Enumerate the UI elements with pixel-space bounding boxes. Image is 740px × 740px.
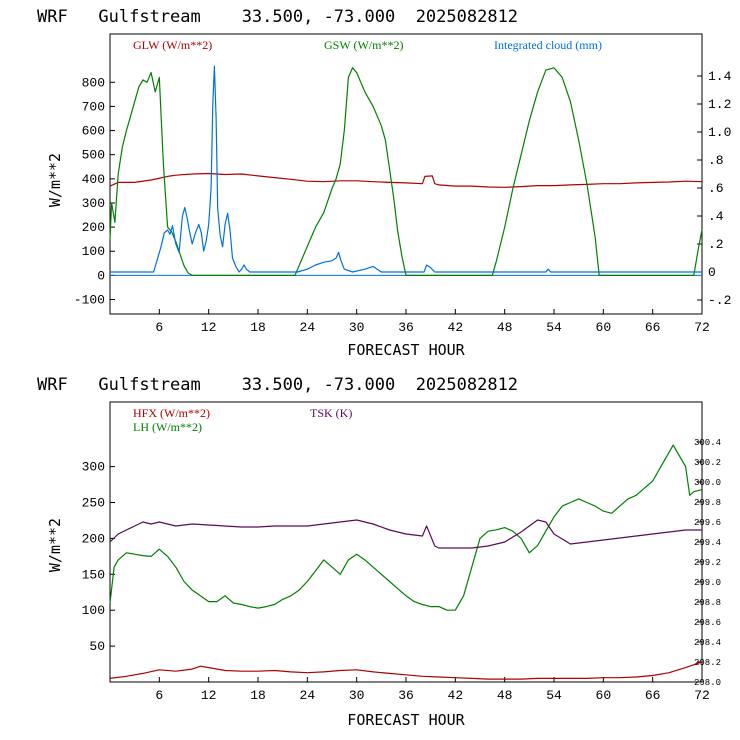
chart1-ytick-label: 50: [89, 639, 105, 654]
chart1-xtick-label: 30: [349, 688, 365, 703]
chart-top-title: WRF Gulfstream 33.500, -73.000 202508281…: [37, 7, 518, 27]
chart0-xtick-label: 18: [250, 320, 266, 335]
chart1-ytick-label: 200: [82, 531, 105, 546]
chart0-ytick-label: 100: [82, 244, 105, 259]
chart-bottom-title: WRF Gulfstream 33.500, -73.000 202508281…: [37, 375, 518, 395]
chart0-y2tick-label: -.2: [708, 293, 731, 308]
chart1-y2tick-label: 298.4: [694, 638, 721, 648]
chart0-xtick-label: 6: [155, 320, 163, 335]
legend-hfx: HFX (W/m**2): [133, 406, 210, 420]
chart0-y2tick-label: 1.0: [708, 125, 731, 140]
chart-bottom: WRF Gulfstream 33.500, -73.000 202508281…: [37, 375, 721, 729]
chart0-ytick-label: 700: [82, 99, 105, 114]
chart1-y2tick-label: 300.0: [694, 478, 721, 488]
chart0-xtick-label: 66: [645, 320, 661, 335]
chart1-ytick-label: 300: [82, 460, 105, 475]
chart0-xtick-label: 12: [201, 320, 217, 335]
legend-cloud: Integrated cloud (mm): [494, 38, 602, 52]
chart1-xtick-label: 72: [694, 688, 710, 703]
chart0-ytick-label: 600: [82, 124, 105, 139]
chart1-xtick-label: 18: [250, 688, 266, 703]
chart0-ytick-label: 300: [82, 196, 105, 211]
chart1-series-hfx: [109, 661, 703, 680]
chart1-series-tsk: [109, 519, 702, 549]
chart-bottom-ylabel: W/m**2: [46, 518, 64, 572]
chart1-y2tick-label: 298.6: [694, 618, 721, 628]
chart0-y2tick-label: 0: [708, 265, 716, 280]
chart0-xtick-label: 24: [300, 320, 316, 335]
chart1-xtick-label: 24: [300, 688, 316, 703]
chart0-xtick-label: 72: [694, 320, 710, 335]
chart1-ytick-label: 250: [82, 496, 105, 511]
chart1-xtick-label: 42: [448, 688, 464, 703]
chart0-xtick-label: 60: [596, 320, 612, 335]
chart1-ytick-label: 100: [82, 603, 105, 618]
legend-glw: GLW (W/m**2): [133, 38, 212, 52]
chart1-y2tick-label: 299.0: [694, 578, 721, 588]
chart0-ytick-label: 200: [82, 220, 105, 235]
chart1-y2tick-label: 300.2: [694, 458, 721, 468]
chart1-xtick-label: 6: [155, 688, 163, 703]
chart1-ytick-label: 150: [82, 567, 105, 582]
chart1-y2tick-label: 298.2: [694, 658, 721, 668]
chart0-y2tick-label: .6: [708, 181, 724, 196]
chart0-xtick-label: 42: [448, 320, 464, 335]
chart1-xtick-label: 66: [645, 688, 661, 703]
chart0-y2tick-label: .8: [708, 153, 724, 168]
chart-top-xlabel: FORECAST HOUR: [347, 341, 465, 359]
chart0-ytick-label: 500: [82, 148, 105, 163]
chart-bottom-xlabel: FORECAST HOUR: [347, 711, 465, 729]
chart0-series-integrated: [110, 65, 702, 273]
chart0-series-gsw: [109, 67, 703, 276]
chart1-xtick-label: 48: [497, 688, 513, 703]
chart0-xtick-label: 30: [349, 320, 365, 335]
legend-tsk: TSK (K): [310, 406, 352, 420]
chart1-y2tick-label: 298.8: [694, 598, 721, 608]
chart0-y2tick-label: .4: [708, 209, 724, 224]
chart1-y2tick-label: 299.6: [694, 518, 721, 528]
chart1-xtick-label: 36: [398, 688, 414, 703]
chart1-y2tick-label: 299.8: [694, 498, 721, 508]
chart0-ytick-label: 0: [97, 268, 105, 283]
legend-gsw: GSW (W/m**2): [324, 38, 403, 52]
chart1-y2tick-label: 299.2: [694, 558, 721, 568]
chart1-y2tick-label: 299.4: [694, 538, 721, 548]
chart0-ytick-label: 800: [82, 75, 105, 90]
chart0-ytick-label: 400: [82, 172, 105, 187]
chart-bottom-frame: [109, 401, 703, 683]
chart1-xtick-label: 54: [546, 688, 562, 703]
chart0-y2tick-label: 1.4: [708, 69, 732, 84]
chart1-series-lh: [109, 444, 703, 611]
chart0-y2tick-label: .2: [708, 237, 724, 252]
chart1-y2tick-label: 298.0: [694, 678, 721, 688]
chart0-series-glw: [109, 172, 703, 188]
chart0-xtick-label: 36: [398, 320, 414, 335]
chart0-ytick-label: -100: [74, 293, 105, 308]
chart1-xtick-label: 12: [201, 688, 217, 703]
chart0-y2tick-label: 1.2: [708, 97, 731, 112]
chart0-xtick-label: 54: [546, 320, 562, 335]
legend-lh: LH (W/m**2): [133, 420, 202, 434]
chart0-xtick-label: 48: [497, 320, 513, 335]
chart-top: WRF Gulfstream 33.500, -73.000 202508281…: [37, 7, 732, 359]
chart-top-ylabel: W/m**2: [46, 153, 64, 207]
chart1-xtick-label: 60: [596, 688, 612, 703]
chart1-y2tick-label: 300.4: [694, 438, 721, 448]
